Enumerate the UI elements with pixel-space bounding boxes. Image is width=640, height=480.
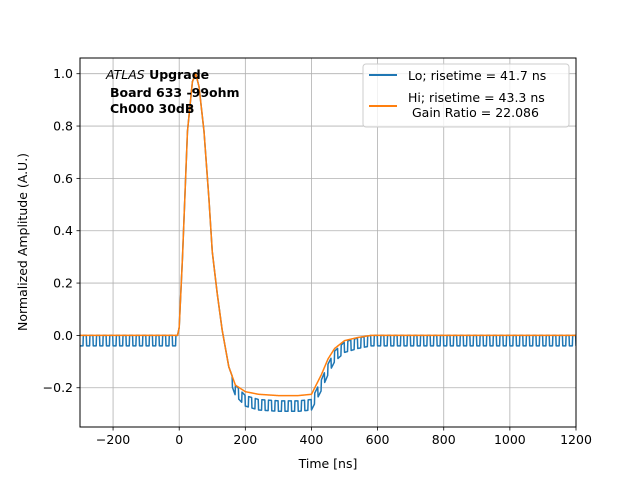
annotation-line-2: Board 633 -99ohm [110,85,240,100]
annotation-atlas: ATLAS [105,67,145,82]
annotation-line-1: ATLAS Upgrade [105,67,209,82]
x-tick-label: −200 [96,432,130,447]
x-tick-label: 1000 [494,432,526,447]
x-tick-label: 800 [432,432,456,447]
legend-label-hi-line: Hi; risetime = 43.3 ns [408,90,545,105]
x-tick-label: 200 [233,432,257,447]
series-line-1 [80,72,576,397]
legend-label-hi: Hi; risetime = 43.3 ns Gain Ratio = 22.0… [408,90,545,120]
plot-frame [79,57,577,428]
y-tick-label: 0.4 [53,223,73,238]
legend-box [362,63,570,128]
x-axis-ticks: −200 0 200 400 600 800 1000 1200 [96,427,592,447]
x-tick-label: 400 [300,432,324,447]
y-axis-ticks: −0.2 0.0 0.2 0.4 0.6 0.8 1.0 [43,66,80,395]
x-tick-label: 1200 [560,432,592,447]
x-tick-label: 0 [175,432,183,447]
y-tick-label: −0.2 [43,380,73,395]
x-tick-label: 600 [366,432,390,447]
y-axis-label: Normalized Amplitude (A.U.) [15,153,30,331]
y-tick-label: 0.8 [53,119,73,134]
annotation-block: ATLAS Upgrade Board 633 -99ohm Ch000 30d… [105,67,240,116]
legend-label-lo: Lo; risetime = 41.7 ns [408,68,546,83]
legend: Lo; risetime = 41.7 ns Hi; risetime = 43… [362,63,570,128]
y-tick-label: 0.6 [53,171,73,186]
x-axis-label: Time [ns] [298,456,358,471]
y-tick-label: 0.0 [53,328,73,343]
annotation-line-3: Ch000 30dB [110,101,194,116]
series-group [80,72,576,413]
y-tick-label: 1.0 [53,66,73,81]
y-tick-label: 0.2 [53,276,73,291]
annotation-upgrade: Upgrade [145,67,209,82]
legend-label-hi-line: Gain Ratio = 22.086 [408,105,539,120]
